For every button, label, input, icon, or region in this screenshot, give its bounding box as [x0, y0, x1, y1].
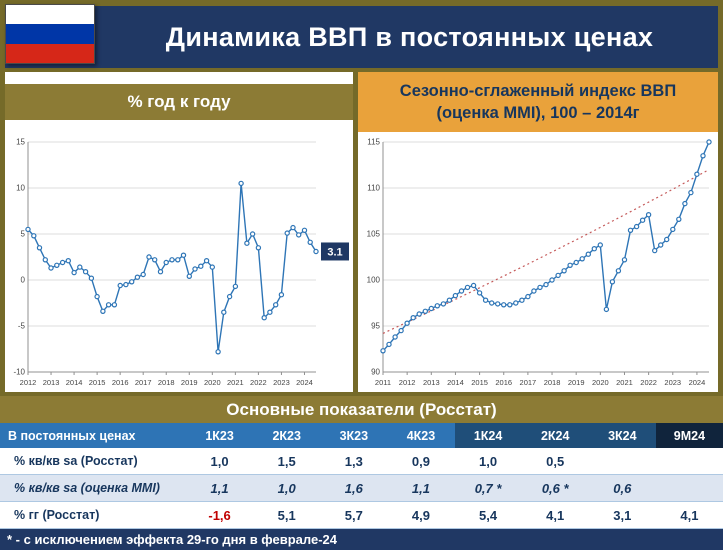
table-header-cell: 2К23	[253, 423, 321, 448]
svg-text:2020: 2020	[592, 378, 609, 387]
table-row-label: % гг (Росстат)	[0, 502, 186, 529]
yoy-chart-area: -10 -5 0 5 10 15 2012 2013 2014 2015 2016 2017 2018 2…	[5, 132, 353, 392]
svg-text:2020: 2020	[204, 378, 221, 387]
table-cell: 1,0	[253, 475, 321, 502]
table-cell	[655, 475, 723, 502]
table-header-cell: 2К24	[521, 423, 589, 448]
svg-text:2021: 2021	[616, 378, 633, 387]
page-title: Динамика ВВП в постоянных ценах	[165, 21, 654, 52]
yoy-chart-header: % год к году	[5, 72, 353, 132]
title-bar: Динамика ВВП в постоянных ценах	[5, 4, 718, 68]
table-header-cell: 1К23	[186, 423, 254, 448]
sa-index-chart-header: Сезонно-сглаженный индекс ВВП (оценка MM…	[358, 72, 718, 132]
table-cell: 5,7	[320, 502, 388, 529]
svg-text:2024: 2024	[296, 378, 313, 387]
table-cell: 1,0	[186, 448, 254, 475]
sa-index-chart-area: 90 95 100 105 110 115 2011 2012 2013 2014 2015 2016…	[358, 132, 718, 392]
svg-text:-5: -5	[18, 322, 26, 331]
table-cell: 0,6	[588, 475, 656, 502]
svg-text:3.1: 3.1	[327, 246, 342, 258]
russia-flag-icon	[5, 4, 95, 64]
svg-text:2016: 2016	[495, 378, 512, 387]
svg-text:2012: 2012	[399, 378, 416, 387]
svg-text:2017: 2017	[135, 378, 152, 387]
svg-text:100: 100	[367, 276, 381, 285]
table-cell: 5,1	[253, 502, 321, 529]
svg-text:2018: 2018	[158, 378, 175, 387]
svg-text:5: 5	[21, 230, 26, 239]
flag-stripe-red	[6, 43, 94, 63]
indicators-table: В постоянных ценах 1К23 2К23 3К23 4К23 1К24 2К…	[0, 423, 723, 529]
svg-text:2019: 2019	[568, 378, 585, 387]
table-cell: 1,0	[454, 448, 522, 475]
table-cell: 1,5	[253, 448, 321, 475]
svg-text:15: 15	[16, 138, 25, 147]
table-cell: 5,4	[454, 502, 522, 529]
svg-text:2021: 2021	[227, 378, 244, 387]
table-cell: -1,6	[186, 502, 254, 529]
svg-text:2023: 2023	[273, 378, 290, 387]
table-title: Основные показатели (Росстат)	[0, 396, 723, 423]
svg-text:2019: 2019	[181, 378, 198, 387]
svg-text:2011: 2011	[375, 378, 391, 387]
table-header-label: В постоянных ценах	[0, 423, 186, 448]
table-cell: 4,9	[387, 502, 455, 529]
table-row-label: % кв/кв sa (оценка MMI)	[0, 475, 186, 502]
svg-text:-10: -10	[13, 368, 25, 377]
table-header-cell: 9М24	[655, 423, 723, 448]
svg-text:2012: 2012	[20, 378, 37, 387]
flag-stripe-white	[6, 5, 94, 25]
table-header-cell: 3К23	[320, 423, 388, 448]
table-cell: 1,1	[387, 475, 455, 502]
svg-text:2023: 2023	[664, 378, 681, 387]
svg-text:0: 0	[21, 276, 26, 285]
svg-text:115: 115	[367, 138, 380, 147]
yoy-chart-panel: % год к году -10 -5 0 5 10 15 2012 2013 2014 2015…	[5, 72, 353, 392]
table-cell	[588, 448, 656, 475]
footnote: * - с исключением эффекта 29-го дня в фе…	[0, 529, 723, 550]
svg-text:2016: 2016	[112, 378, 129, 387]
svg-text:2024: 2024	[689, 378, 706, 387]
table-row-label: % кв/кв sa (Росстат)	[0, 448, 186, 475]
table-cell: 0,9	[387, 448, 455, 475]
svg-text:2017: 2017	[520, 378, 537, 387]
svg-text:2014: 2014	[66, 378, 83, 387]
yoy-chart-header-label: % год к году	[5, 84, 353, 120]
svg-text:95: 95	[371, 322, 380, 331]
flag-stripe-blue	[6, 24, 94, 44]
table-cell: 1,3	[320, 448, 388, 475]
table-header-cell: 1К24	[454, 423, 522, 448]
svg-text:2015: 2015	[471, 378, 488, 387]
svg-text:2013: 2013	[423, 378, 440, 387]
svg-text:2013: 2013	[43, 378, 60, 387]
svg-text:2015: 2015	[89, 378, 106, 387]
table-cell	[655, 448, 723, 475]
table-cell: 0,7 *	[454, 475, 522, 502]
svg-text:2022: 2022	[250, 378, 267, 387]
svg-text:10: 10	[16, 184, 25, 193]
svg-text:2022: 2022	[640, 378, 657, 387]
svg-text:90: 90	[371, 368, 380, 377]
svg-text:2014: 2014	[447, 378, 464, 387]
svg-text:2018: 2018	[544, 378, 561, 387]
sa-index-chart-panel: Сезонно-сглаженный индекс ВВП (оценка MM…	[358, 72, 718, 392]
yoy-line-chart: -10 -5 0 5 10 15 2012 2013 2014 2015 2016 2017 2018 2…	[13, 138, 349, 387]
svg-text:110: 110	[367, 184, 380, 193]
table-cell: 3,1	[588, 502, 656, 529]
sa-index-header-line1: Сезонно-сглаженный индекс ВВП	[399, 81, 677, 100]
charts-row: % год к году -10 -5 0 5 10 15 2012 2013 2014 2015…	[5, 72, 718, 392]
table-cell: 4,1	[655, 502, 723, 529]
sa-index-header-line2: (оценка MMI), 100 – 2014г	[436, 104, 640, 122]
table-cell: 0,5	[521, 448, 589, 475]
table-cell: 4,1	[521, 502, 589, 529]
table-cell: 0,6 *	[521, 475, 589, 502]
table-header-cell: 3К24	[588, 423, 656, 448]
svg-text:105: 105	[367, 230, 381, 239]
sa-index-line-chart: 90 95 100 105 110 115 2011 2012 2013 2014 2015 2016…	[367, 138, 712, 387]
table-cell: 1,6	[320, 475, 388, 502]
table-cell: 1,1	[186, 475, 254, 502]
table-header-cell: 4К23	[387, 423, 455, 448]
